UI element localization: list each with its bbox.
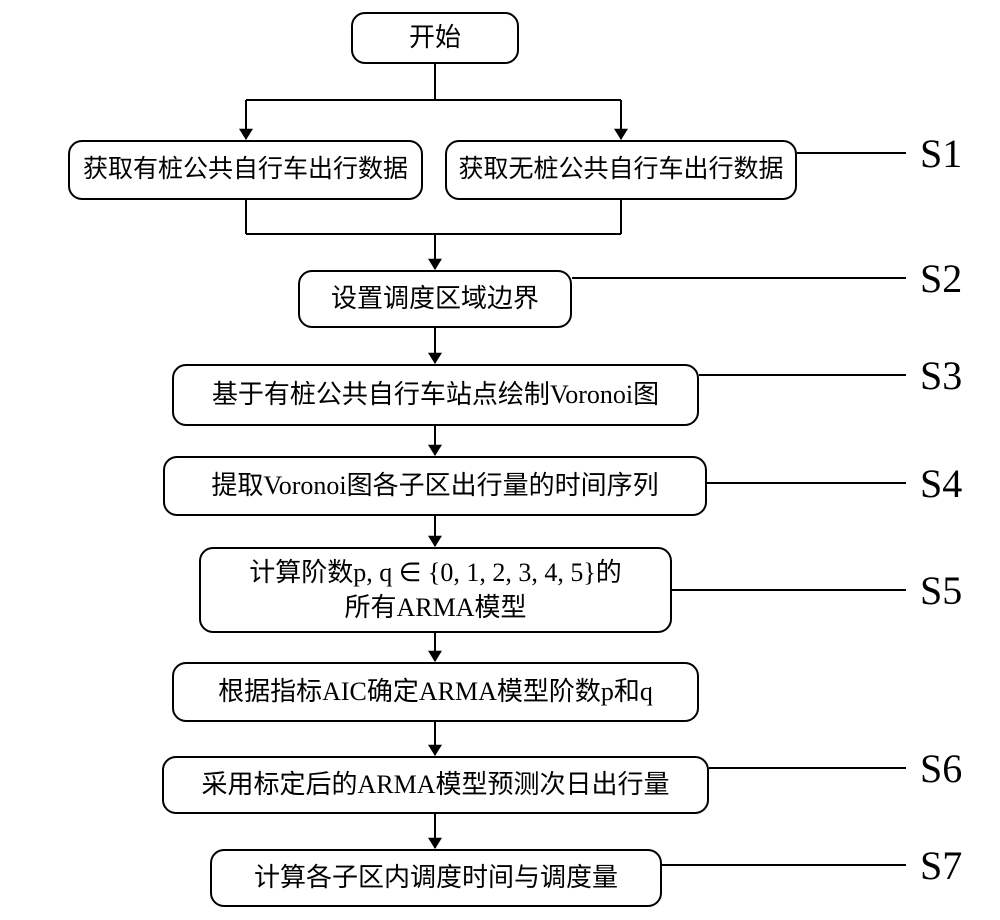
flowchart-node-s1a: 获取有桩公共自行车出行数据 (68, 140, 423, 200)
step-label-s2: S2 (920, 255, 962, 302)
flowchart-canvas: 开始获取有桩公共自行车出行数据 获取无桩公共自行车出行数据设置调度区域边界基于有桩… (0, 0, 1000, 920)
node-text: 获取有桩公共自行车出行数据 (83, 153, 408, 187)
node-text: 获取无桩公共自行车出行数据 (458, 153, 783, 187)
node-text: 采用标定后的ARMA模型预测次日出行量 (201, 767, 669, 802)
node-text: 根据指标AIC确定ARMA模型阶数p和q (218, 674, 653, 709)
flowchart-node-start: 开始 (351, 12, 519, 64)
flowchart-node-s7: 计算各子区内调度时间与调度量 (210, 849, 662, 907)
step-label-s1: S1 (920, 130, 962, 177)
flowchart-node-s2: 设置调度区域边界 (298, 270, 572, 328)
flowchart-node-s1b: 获取无桩公共自行车出行数据 (445, 140, 797, 200)
flowchart-node-s6: 采用标定后的ARMA模型预测次日出行量 (162, 756, 709, 814)
step-label-s5: S5 (920, 567, 962, 614)
flowchart-node-s5: 计算阶数p, q ∈ {0, 1, 2, 3, 4, 5}的 所有ARMA模型 (199, 547, 672, 633)
step-label-s3: S3 (920, 352, 962, 399)
node-text: 计算阶数p, q ∈ {0, 1, 2, 3, 4, 5}的 所有ARMA模型 (249, 555, 622, 625)
node-text: 开始 (409, 20, 461, 55)
step-label-s7: S7 (920, 842, 962, 889)
node-text: 基于有桩公共自行车站点绘制Voronoi图 (212, 377, 659, 412)
flowchart-node-s5b: 根据指标AIC确定ARMA模型阶数p和q (172, 662, 699, 722)
node-text: 设置调度区域边界 (331, 281, 539, 316)
step-label-s4: S4 (920, 460, 962, 507)
node-text: 提取Voronoi图各子区出行量的时间序列 (211, 468, 658, 503)
flowchart-node-s4: 提取Voronoi图各子区出行量的时间序列 (163, 456, 707, 516)
step-label-s6: S6 (920, 745, 962, 792)
node-text: 计算各子区内调度时间与调度量 (254, 860, 618, 895)
flowchart-node-s3: 基于有桩公共自行车站点绘制Voronoi图 (172, 364, 699, 426)
